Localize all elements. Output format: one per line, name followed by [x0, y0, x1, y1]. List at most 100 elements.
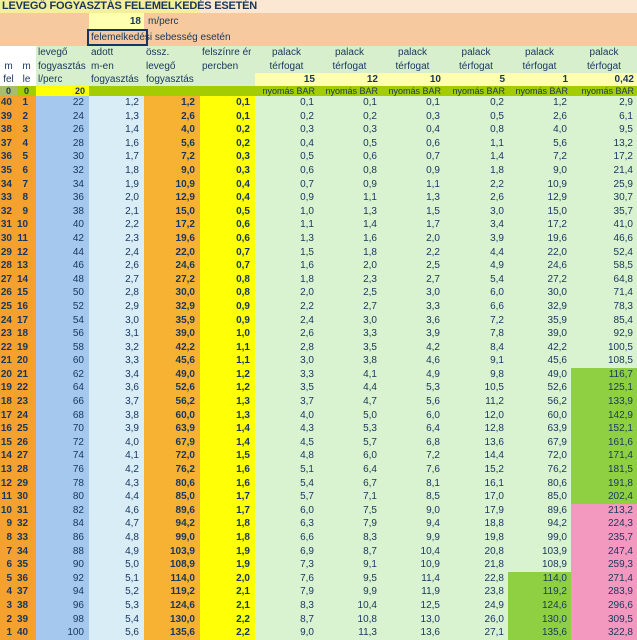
- data-cell[interactable]: 37: [0, 136, 17, 151]
- data-cell[interactable]: 1,4: [200, 422, 255, 436]
- data-cell[interactable]: 28: [0, 259, 17, 273]
- data-cell[interactable]: 1,3: [255, 231, 318, 246]
- data-cell[interactable]: 5,1: [255, 463, 318, 477]
- data-cell[interactable]: 0,8: [318, 163, 381, 178]
- data-cell[interactable]: 17: [17, 313, 36, 328]
- data-cell[interactable]: 5,7: [255, 490, 318, 504]
- data-cell[interactable]: 10,8: [318, 612, 381, 627]
- data-cell[interactable]: 8,4: [444, 340, 508, 355]
- data-cell[interactable]: 46,6: [571, 231, 637, 246]
- data-cell[interactable]: 14: [0, 449, 17, 464]
- data-cell[interactable]: 3,5: [318, 340, 381, 355]
- data-cell[interactable]: 2,8: [89, 286, 144, 300]
- data-cell[interactable]: 1,8: [200, 517, 255, 531]
- data-cell[interactable]: 7,9: [318, 517, 381, 531]
- data-cell[interactable]: 10,4: [381, 544, 444, 559]
- data-cell[interactable]: 100,5: [571, 340, 637, 355]
- data-cell[interactable]: 15: [0, 435, 17, 450]
- data-cell[interactable]: 34: [17, 544, 36, 559]
- data-cell[interactable]: 9,4: [381, 517, 444, 531]
- data-cell[interactable]: 22,0: [508, 245, 571, 260]
- data-cell[interactable]: 85,4: [571, 313, 637, 328]
- data-cell[interactable]: 5: [17, 150, 36, 164]
- data-cell[interactable]: 2,0: [255, 286, 318, 300]
- data-cell[interactable]: 11: [17, 231, 36, 246]
- data-cell[interactable]: 4,9: [381, 367, 444, 382]
- data-cell[interactable]: 5,6: [381, 395, 444, 409]
- data-cell[interactable]: 1,2: [508, 96, 571, 110]
- data-cell[interactable]: 0,7: [255, 177, 318, 192]
- data-cell[interactable]: 1,7: [381, 218, 444, 232]
- data-cell[interactable]: 1,1: [200, 340, 255, 355]
- data-cell[interactable]: 2,6: [444, 191, 508, 205]
- data-cell[interactable]: 10,9: [381, 558, 444, 572]
- data-cell[interactable]: 124,6: [508, 598, 571, 613]
- data-cell[interactable]: 0,8: [444, 123, 508, 137]
- data-cell[interactable]: 17,2: [571, 150, 637, 164]
- data-cell[interactable]: 322,8: [571, 626, 637, 640]
- data-cell[interactable]: 2,0: [89, 191, 144, 205]
- data-cell[interactable]: 9,9: [381, 531, 444, 545]
- data-cell[interactable]: 1,9: [200, 544, 255, 559]
- data-cell[interactable]: 1,3: [381, 191, 444, 205]
- data-cell[interactable]: 16: [0, 422, 17, 436]
- data-cell[interactable]: 0,3: [381, 109, 444, 124]
- data-cell[interactable]: 21,8: [444, 558, 508, 572]
- data-cell[interactable]: 76: [36, 463, 89, 477]
- data-cell[interactable]: 4: [0, 585, 17, 599]
- data-cell[interactable]: 1,1: [444, 136, 508, 151]
- data-cell[interactable]: 2,1: [89, 204, 144, 219]
- data-cell[interactable]: 22,0: [144, 245, 200, 260]
- data-cell[interactable]: 283,9: [571, 585, 637, 599]
- data-cell[interactable]: 1,4: [200, 435, 255, 450]
- data-cell[interactable]: 14,4: [444, 449, 508, 464]
- data-cell[interactable]: 9,9: [318, 585, 381, 599]
- data-cell[interactable]: 114,0: [508, 571, 571, 586]
- data-cell[interactable]: 1: [17, 96, 36, 110]
- data-cell[interactable]: 271,4: [571, 571, 637, 586]
- data-cell[interactable]: 1,7: [200, 490, 255, 504]
- data-cell[interactable]: 60,0: [144, 408, 200, 423]
- data-cell[interactable]: 20: [17, 354, 36, 368]
- data-cell[interactable]: 6,9: [255, 544, 318, 559]
- data-cell[interactable]: 40: [17, 626, 36, 640]
- data-cell[interactable]: 13: [17, 259, 36, 273]
- data-cell[interactable]: 2,2: [200, 626, 255, 640]
- data-cell[interactable]: 247,4: [571, 544, 637, 559]
- data-cell[interactable]: 38: [17, 598, 36, 613]
- data-cell[interactable]: 6,0: [255, 503, 318, 518]
- data-cell[interactable]: 6,6: [444, 299, 508, 314]
- data-cell[interactable]: 52,6: [508, 381, 571, 396]
- data-cell[interactable]: 1,6: [200, 476, 255, 491]
- data-cell[interactable]: 64,8: [571, 272, 637, 287]
- data-cell[interactable]: 5,6: [144, 136, 200, 151]
- data-cell[interactable]: 2,1: [200, 585, 255, 599]
- data-cell[interactable]: 4,2: [381, 340, 444, 355]
- data-cell[interactable]: 7,3: [255, 558, 318, 572]
- data-cell[interactable]: 52: [36, 299, 89, 314]
- data-cell[interactable]: 0,2: [200, 136, 255, 151]
- data-cell[interactable]: 85,0: [508, 490, 571, 504]
- data-cell[interactable]: 0,5: [255, 150, 318, 164]
- data-cell[interactable]: 10,4: [318, 598, 381, 613]
- data-cell[interactable]: 1,8: [89, 163, 144, 178]
- data-cell[interactable]: 2,0: [318, 259, 381, 273]
- data-cell[interactable]: 23,8: [444, 585, 508, 599]
- data-cell[interactable]: 68: [36, 408, 89, 423]
- data-cell[interactable]: 24,6: [508, 259, 571, 273]
- data-cell[interactable]: 135,6: [508, 626, 571, 640]
- data-cell[interactable]: 9,5: [318, 571, 381, 586]
- data-cell[interactable]: 30,0: [508, 286, 571, 300]
- data-cell[interactable]: 84: [36, 517, 89, 531]
- data-cell[interactable]: 22: [17, 381, 36, 396]
- data-cell[interactable]: 4,3: [255, 422, 318, 436]
- data-cell[interactable]: 58: [36, 340, 89, 355]
- data-cell[interactable]: 235,7: [571, 531, 637, 545]
- data-cell[interactable]: 11: [0, 490, 17, 504]
- data-cell[interactable]: 26,0: [444, 612, 508, 627]
- data-cell[interactable]: 1,0: [255, 204, 318, 219]
- surface-mfel-cell[interactable]: 0: [5, 86, 11, 96]
- data-cell[interactable]: 41,0: [571, 218, 637, 232]
- data-cell[interactable]: 24: [17, 408, 36, 423]
- data-cell[interactable]: 50: [36, 286, 89, 300]
